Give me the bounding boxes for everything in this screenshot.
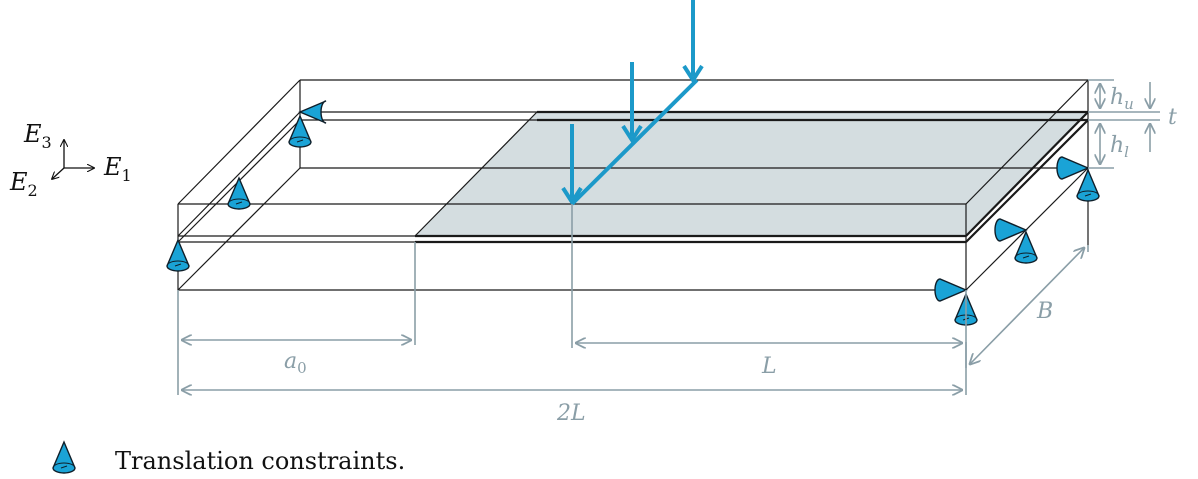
constraint-cone-side-icon — [994, 218, 1028, 242]
constraint-cone-side-icon — [934, 278, 968, 302]
cone-icon — [52, 441, 76, 474]
specimen-wireframe — [177, 79, 1089, 291]
thickness-dimensions: hu t hl — [1088, 79, 1177, 169]
legend: Translation constraints. — [52, 441, 405, 475]
dim-label-2L: 2L — [556, 401, 586, 426]
dim-label-a0: a0 — [284, 349, 307, 377]
constraints — [166, 100, 1100, 326]
dim-label-L: L — [761, 354, 777, 379]
constraint-cone-icon — [1014, 231, 1038, 264]
constraint-cone-icon — [1076, 169, 1100, 202]
dim-label-B: B — [1036, 299, 1053, 324]
constraint-cone-icon — [166, 239, 190, 272]
bonded-plane — [415, 112, 1088, 236]
axis-label-e1: E1 — [103, 153, 132, 185]
dim-label-hu: hu — [1110, 85, 1134, 113]
dim-label-t: t — [1168, 105, 1177, 130]
legend-label: Translation constraints. — [115, 447, 405, 475]
constraint-cone-side-icon — [298, 100, 327, 124]
axis-label-e3: E3 — [23, 120, 52, 152]
constraint-cone-side-icon — [1056, 156, 1090, 180]
load-arrows — [561, 0, 704, 206]
length-dimensions: a0 L 2L B — [177, 204, 1089, 426]
dim-label-hl: hl — [1110, 133, 1129, 161]
axis-label-e2: E2 — [9, 168, 38, 200]
coordinate-axes: E3 E1 E2 — [9, 120, 132, 200]
